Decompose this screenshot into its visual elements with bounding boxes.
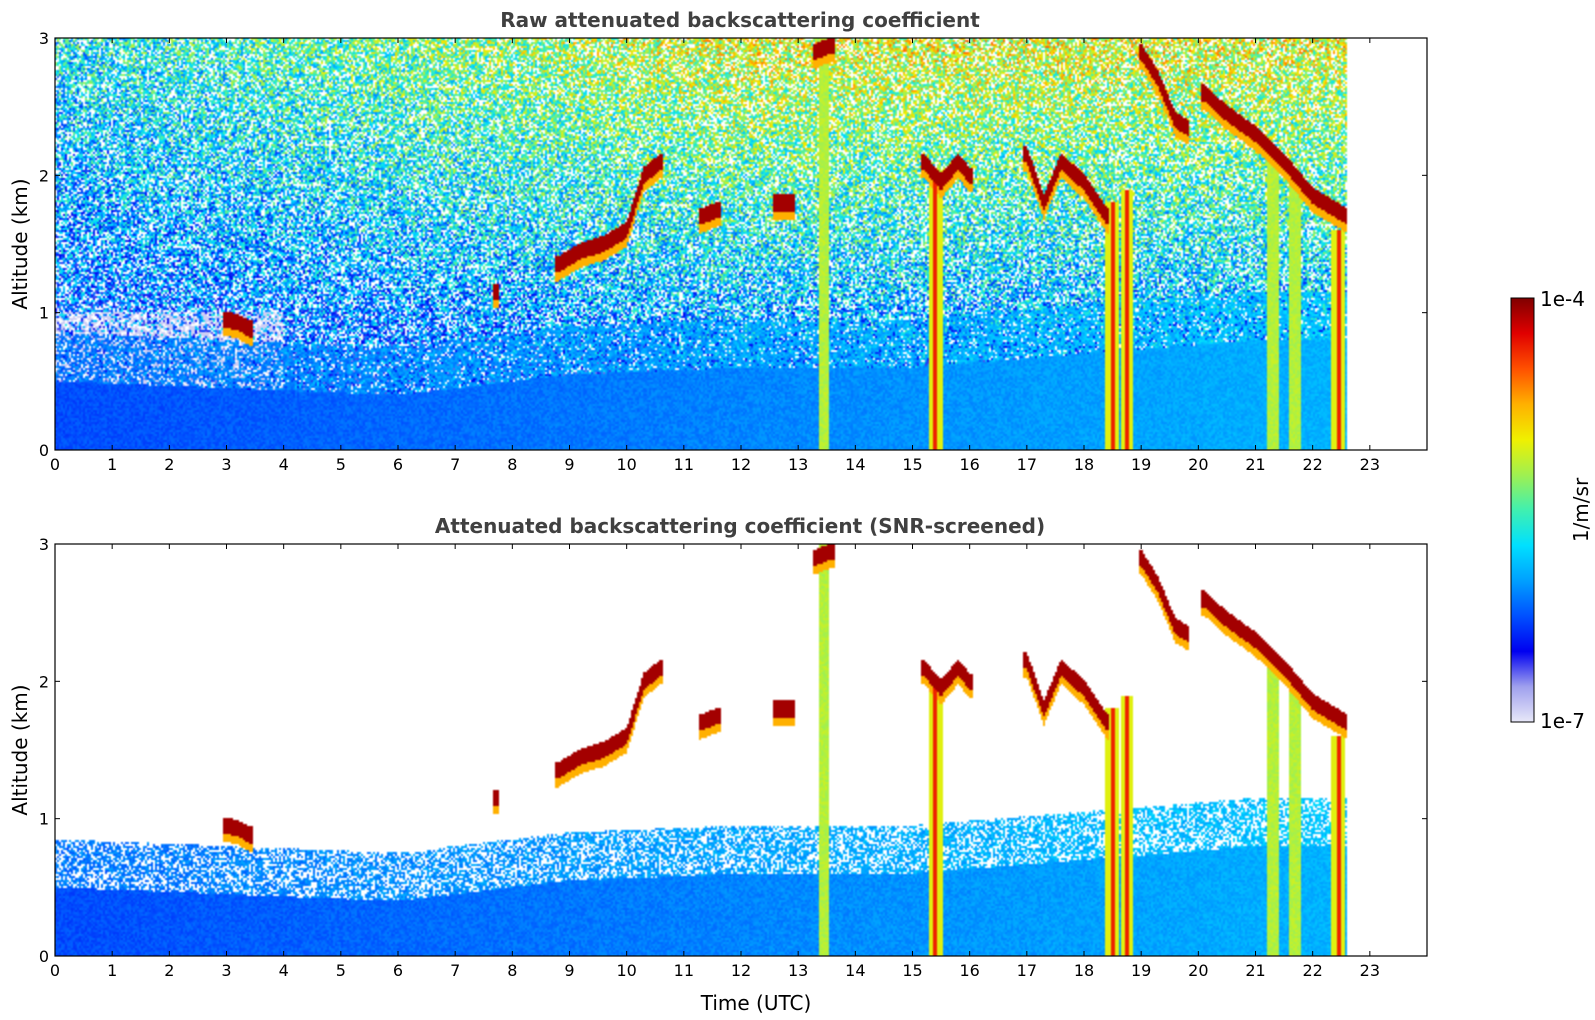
x-tick-label: 12 [731,455,751,474]
x-tick-label: 21 [1245,961,1265,980]
x-tick-label: 10 [616,455,636,474]
x-tick-label: 7 [450,961,460,980]
panel2-title: Attenuated backscattering coefficient (S… [435,514,1045,538]
x-tick-label: 13 [788,961,808,980]
x-tick-label: 3 [221,961,231,980]
y-tick-label: 3 [39,29,49,48]
x-tick-label: 23 [1360,961,1380,980]
x-tick-label: 16 [959,961,979,980]
x-tick-label: 22 [1302,455,1322,474]
x-tick-label: 7 [450,455,460,474]
x-tick-label: 12 [731,961,751,980]
x-tick-label: 11 [674,961,694,980]
y-tick-label: 1 [39,304,49,323]
x-tick-label: 2 [164,455,174,474]
colorbar [1510,297,1535,723]
x-tick-label: 17 [1017,961,1037,980]
colorbar-unit-label: 1/m/sr [1569,477,1593,542]
x-tick-label: 14 [845,961,865,980]
x-tick-label: 22 [1302,961,1322,980]
x-tick-label: 21 [1245,455,1265,474]
y-tick-label: 2 [39,166,49,185]
x-tick-label: 9 [564,455,574,474]
x-tick-label: 13 [788,455,808,474]
x-tick-label: 20 [1188,455,1208,474]
panel1-heatmap [55,38,1427,450]
x-tick-label: 1 [107,455,117,474]
y-tick-label: 2 [39,672,49,691]
panel2-xlabel: Time (UTC) [700,991,812,1015]
x-tick-label: 0 [50,455,60,474]
panel1-ylabel: Altitude (km) [8,178,32,309]
x-tick-label: 9 [564,961,574,980]
x-tick-label: 18 [1074,455,1094,474]
panel2-heatmap [55,544,1427,956]
x-tick-label: 23 [1360,455,1380,474]
panel1-axes: 0 1 2 3 4 5 6 7 8 9 10 11 12 13 14 15 16 17 18 19 20 21 22 2301… [39,29,1427,474]
panel2-axes: 0 1 2 3 4 5 6 7 8 9 10 11 12 13 14 15 16 17 18 19 20 21 22 2301… [39,535,1427,980]
x-tick-label: 19 [1131,961,1151,980]
y-tick-label: 3 [39,535,49,554]
x-tick-label: 2 [164,961,174,980]
x-tick-label: 5 [336,961,346,980]
panel2-ylabel: Altitude (km) [8,684,32,815]
colorbar-max-label: 1e-4 [1540,287,1585,311]
x-tick-label: 5 [336,455,346,474]
x-tick-label: 3 [221,455,231,474]
x-tick-label: 15 [902,455,922,474]
colorbar-min-label: 1e-7 [1540,709,1585,733]
y-tick-label: 0 [39,441,49,460]
x-tick-label: 17 [1017,455,1037,474]
panel1-backscatter-image [55,38,1427,450]
x-tick-label: 19 [1131,455,1151,474]
x-tick-label: 8 [507,961,517,980]
panel1-title: Raw attenuated backscattering coefficien… [500,8,980,32]
x-tick-label: 6 [393,961,403,980]
x-tick-label: 15 [902,961,922,980]
x-tick-label: 0 [50,961,60,980]
x-tick-label: 8 [507,455,517,474]
y-tick-label: 0 [39,947,49,966]
x-tick-label: 1 [107,961,117,980]
x-tick-label: 14 [845,455,865,474]
x-tick-label: 6 [393,455,403,474]
x-tick-label: 20 [1188,961,1208,980]
y-tick-label: 1 [39,810,49,829]
x-tick-label: 4 [279,455,289,474]
x-tick-label: 11 [674,455,694,474]
panel2-backscatter-image [55,544,1427,956]
x-tick-label: 18 [1074,961,1094,980]
x-tick-label: 16 [959,455,979,474]
x-tick-label: 10 [616,961,636,980]
x-tick-label: 4 [279,961,289,980]
